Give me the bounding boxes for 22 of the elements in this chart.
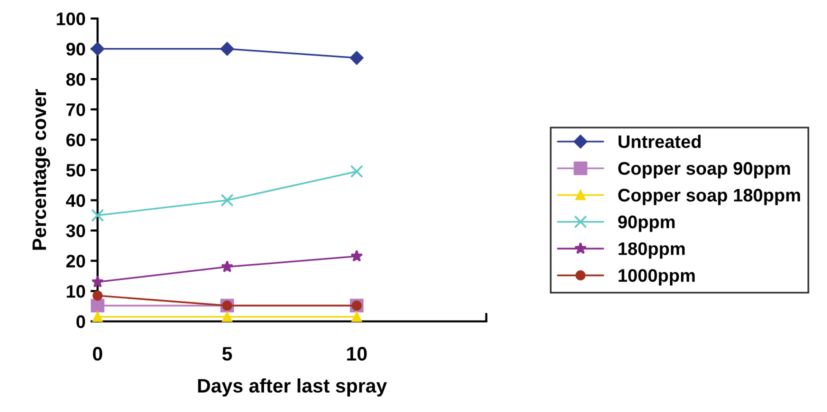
y-tick-label: 20 — [66, 254, 86, 268]
y-tick-label: 60 — [66, 134, 86, 146]
legend-label: Untreated — [618, 134, 701, 148]
x-tick-label: 0 — [92, 346, 102, 361]
y-tick-label: 40 — [66, 194, 86, 207]
y-axis-title: Percentage cover — [32, 89, 50, 250]
legend-label: 180ppm — [618, 242, 685, 259]
y-tick-label: 80 — [66, 73, 86, 86]
y-tick-label: 50 — [66, 164, 86, 177]
y-tick-label: 10 — [66, 285, 86, 298]
y-tick-label: 0 — [76, 315, 86, 328]
x-tick-label: 5 — [222, 347, 232, 361]
y-tick-label: 100 — [56, 12, 86, 26]
x-tick-label: 10 — [347, 346, 367, 361]
y-tick-label: 30 — [66, 224, 86, 238]
legend-label: 1000ppm — [618, 269, 695, 286]
y-tick-label: 90 — [66, 42, 86, 56]
y-tick-label: 70 — [66, 103, 86, 116]
legend-label: 90ppm — [618, 216, 675, 232]
x-axis-title: Days after last spray — [198, 378, 387, 396]
legend-label: Copper soap 90ppm — [618, 162, 790, 178]
legend-label: Copper soap 180ppm — [618, 188, 800, 206]
